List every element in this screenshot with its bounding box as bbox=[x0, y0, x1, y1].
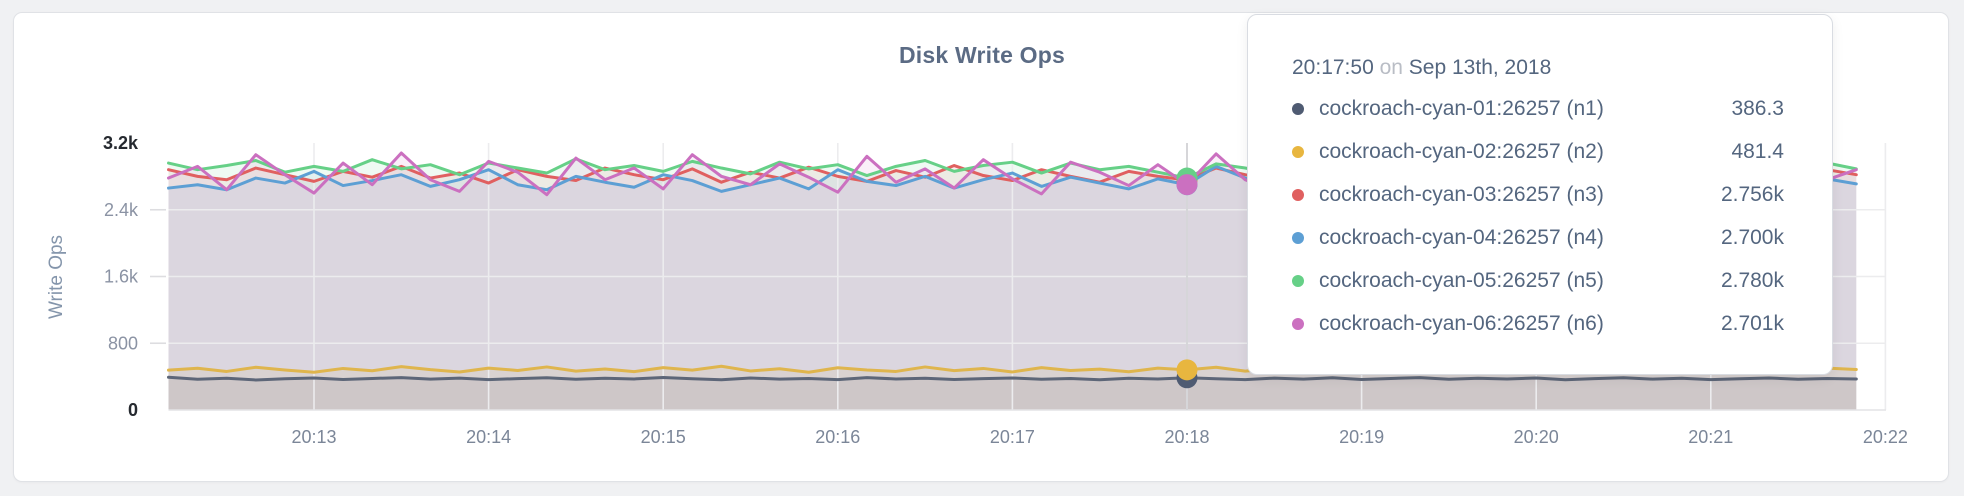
y-tick-label: 800 bbox=[108, 333, 138, 353]
tooltip-series-name: cockroach-cyan-04:26257 (n4) bbox=[1319, 225, 1604, 249]
tooltip-row-n2: cockroach-cyan-02:26257 (n2) 481.4 bbox=[1292, 130, 1784, 173]
y-tick-label: 0 bbox=[128, 400, 138, 420]
tooltip-series-value: 2.780k bbox=[1720, 268, 1784, 292]
tooltip-row-n4: cockroach-cyan-04:26257 (n4) 2.700k bbox=[1292, 216, 1784, 259]
tooltip-on-word: on bbox=[1379, 56, 1403, 79]
tooltip-header: 20:17:50 on Sep 13th, 2018 bbox=[1292, 55, 1784, 81]
series-line-n1 bbox=[167, 375, 1858, 382]
y-tick-label: 1.6k bbox=[104, 267, 139, 287]
tooltip-series-name: cockroach-cyan-01:26257 (n1) bbox=[1319, 96, 1604, 120]
tooltip-series-value: 2.700k bbox=[1720, 225, 1784, 249]
hover-dot-n2 bbox=[1176, 359, 1198, 381]
series-dot-icon bbox=[1292, 145, 1304, 158]
x-tick-label: 20:16 bbox=[815, 427, 860, 447]
x-tick-label: 20:17 bbox=[990, 427, 1035, 447]
y-tick-label: 3.2k bbox=[103, 133, 139, 153]
hover-dot-n6 bbox=[1176, 174, 1198, 196]
tooltip-row-n3: cockroach-cyan-03:26257 (n3) 2.756k bbox=[1292, 173, 1784, 216]
tooltip-series-list: cockroach-cyan-01:26257 (n1) 386.3 cockroa… bbox=[1292, 87, 1784, 345]
series-dot-icon bbox=[1292, 231, 1304, 244]
series-dot-icon bbox=[1292, 274, 1304, 287]
y-tick-label: 2.4k bbox=[104, 200, 139, 220]
x-tick-label: 20:19 bbox=[1339, 427, 1384, 447]
x-tick-label: 20:21 bbox=[1688, 427, 1733, 447]
tooltip-series-name: cockroach-cyan-02:26257 (n2) bbox=[1319, 139, 1604, 163]
tooltip-series-value: 2.756k bbox=[1720, 182, 1784, 206]
hover-tooltip: 20:17:50 on Sep 13th, 2018 cockroach-cya… bbox=[1247, 14, 1833, 375]
tooltip-series-name: cockroach-cyan-05:26257 (n5) bbox=[1319, 268, 1604, 292]
x-tick-label: 20:14 bbox=[466, 427, 511, 447]
x-tick-label: 20:18 bbox=[1164, 427, 1209, 447]
x-tick-label: 20:13 bbox=[291, 427, 336, 447]
tooltip-row-n5: cockroach-cyan-05:26257 (n5) 2.780k bbox=[1292, 259, 1784, 302]
tooltip-row-n6: cockroach-cyan-06:26257 (n6) 2.701k bbox=[1292, 302, 1784, 345]
tooltip-series-value: 481.4 bbox=[1731, 139, 1784, 163]
chart-title: Disk Write Ops bbox=[899, 42, 1065, 68]
tooltip-series-name: cockroach-cyan-03:26257 (n3) bbox=[1319, 182, 1604, 206]
tooltip-series-name: cockroach-cyan-06:26257 (n6) bbox=[1319, 311, 1604, 335]
tooltip-series-value: 386.3 bbox=[1731, 96, 1784, 120]
series-dot-icon bbox=[1292, 188, 1304, 201]
series-dot-icon bbox=[1292, 317, 1304, 330]
tooltip-date: Sep 13th, 2018 bbox=[1408, 56, 1552, 79]
tooltip-row-n1: cockroach-cyan-01:26257 (n1) 386.3 bbox=[1292, 87, 1784, 130]
series-dot-icon bbox=[1292, 102, 1304, 115]
x-tick-label: 20:22 bbox=[1863, 427, 1908, 447]
x-tick-label: 20:20 bbox=[1514, 427, 1559, 447]
x-tick-label: 20:15 bbox=[641, 427, 686, 447]
tooltip-series-value: 2.701k bbox=[1720, 311, 1784, 335]
tooltip-time: 20:17:50 bbox=[1292, 56, 1374, 79]
